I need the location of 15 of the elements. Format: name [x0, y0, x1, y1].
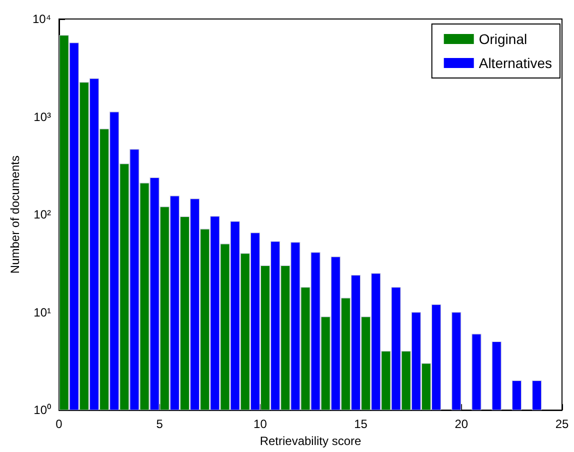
- x-axis-title: Retrievability score: [260, 434, 362, 448]
- x-tick-label: 25: [555, 417, 569, 432]
- x-tick-label: 0: [56, 417, 63, 432]
- x-tick-label: 15: [354, 417, 368, 432]
- y-tick-label: 10¹: [34, 305, 52, 320]
- legend-label: Alternatives: [478, 55, 552, 71]
- y-tick-label: 10³: [34, 110, 52, 124]
- y-axis-title: Number of documents: [8, 156, 22, 274]
- x-tick-label: 5: [156, 417, 164, 432]
- y-tick-label: 10²: [34, 208, 52, 222]
- x-tick-label: 20: [454, 417, 468, 432]
- y-tick-label: 10⁰: [34, 403, 51, 418]
- legend-label: Original: [478, 31, 528, 47]
- x-tick-label: 10: [254, 417, 268, 432]
- y-tick-label: 10⁴: [32, 12, 51, 26]
